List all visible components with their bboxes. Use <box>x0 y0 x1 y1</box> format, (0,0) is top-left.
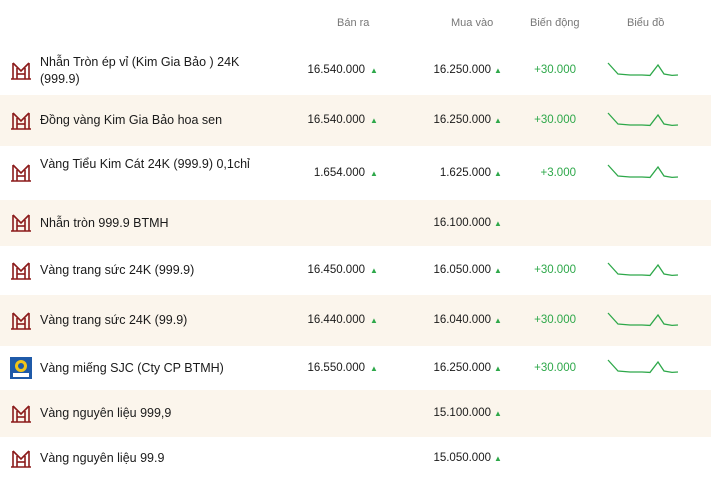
table-row[interactable]: Vàng nguyên liệu 999,9 15.100.000 ▲ <box>0 390 711 437</box>
buy-up-arrow-icon: ▲ <box>494 409 502 418</box>
sparkline-line <box>607 164 679 179</box>
table-row[interactable]: Vàng Tiểu Kim Cát 24K (999.9) 0,1chỉ 1.65… <box>0 146 711 200</box>
table-row[interactable]: Vàng trang sức 24K (999.9) 16.450.000 ▲ 16.… <box>0 246 711 295</box>
buy-up-arrow-icon: ▲ <box>494 454 502 463</box>
buy-up-arrow-icon: ▲ <box>494 168 502 178</box>
header-chart: Biểu đồ <box>627 17 665 29</box>
sell-up-arrow-icon: ▲ <box>370 316 378 325</box>
sparkline-chart <box>607 312 679 326</box>
buy-up-arrow-icon: ▲ <box>494 66 502 75</box>
price-change: +30.000 <box>534 361 576 374</box>
sjc-logo-icon <box>10 357 32 379</box>
product-name: Vàng Tiểu Kim Cát 24K (999.9) 0,1chỉ <box>40 157 250 171</box>
sell-price: 16.450.000 <box>307 264 365 276</box>
sell-up-arrow-icon: ▲ <box>370 266 378 275</box>
product-name: Vàng nguyên liệu 99.9 <box>40 451 165 465</box>
sparkline-chart <box>607 112 679 126</box>
buy-price: 16.250.000 <box>433 361 491 374</box>
sell-price: 16.540.000 <box>307 114 365 126</box>
header-buy: Mua vào <box>451 17 494 29</box>
product-name: Đồng vàng Kim Gia Bảo hoa sen <box>40 113 223 127</box>
buy-up-arrow-icon: ▲ <box>494 363 502 373</box>
sell-up-arrow-icon: ▲ <box>370 168 378 178</box>
sell-price: 16.440.000 <box>307 314 365 326</box>
sparkline-chart <box>607 262 679 276</box>
product-name: Vàng trang sức 24K (999.9) <box>40 263 195 277</box>
btmh-logo-icon <box>11 261 31 280</box>
price-change: +30.000 <box>534 64 576 76</box>
btmh-logo-icon <box>11 61 31 80</box>
header-change: Biến động <box>530 17 580 29</box>
buy-price: 15.050.000 <box>433 452 491 464</box>
table-row[interactable]: Nhẫn Tròn ép vỉ (Kim Gia Bảo ) 24K (999.… <box>0 46 711 95</box>
product-name: Vàng trang sức 24K (99.9) <box>40 313 188 327</box>
buy-price: 16.250.000 <box>433 64 491 76</box>
product-name: Nhẫn tròn 999.9 BTMH <box>40 215 169 230</box>
sell-price: 1.654.000 <box>313 166 365 179</box>
sell-price: 16.550.000 <box>307 361 365 374</box>
price-change: +30.000 <box>534 114 576 126</box>
sparkline-line <box>607 312 679 326</box>
sparkline-line <box>607 262 679 276</box>
btmh-logo-icon <box>11 449 31 468</box>
buy-price: 16.100.000 <box>433 216 491 229</box>
buy-price: 16.250.000 <box>433 114 491 126</box>
buy-up-arrow-icon: ▲ <box>494 316 502 325</box>
header-sell: Bán ra <box>337 17 370 29</box>
btmh-logo-icon <box>11 404 31 423</box>
buy-up-arrow-icon: ▲ <box>494 116 502 125</box>
table-row[interactable]: Nhẫn tròn 999.9 BTMH 16.100.000 ▲ <box>0 200 711 246</box>
table-header: Bán ra Mua vào Biến động Biểu đồ <box>0 0 711 46</box>
table-row[interactable]: Vàng miếng SJC (Cty CP BTMH) 16.550.000 ▲ 1… <box>0 346 711 390</box>
sell-price: 16.540.000 <box>307 64 365 76</box>
product-name: Vàng nguyên liệu 999,9 <box>40 406 172 420</box>
table-row[interactable]: Vàng trang sức 24K (99.9) 16.440.000 ▲ 16.0… <box>0 295 711 346</box>
table-row[interactable]: Vàng nguyên liệu 99.9 15.050.000 ▲ <box>0 437 711 480</box>
sell-up-arrow-icon: ▲ <box>370 116 378 125</box>
product-name: Vàng miếng SJC (Cty CP BTMH) <box>40 360 224 375</box>
buy-price: 16.040.000 <box>433 314 491 326</box>
btmh-logo-icon <box>11 111 31 130</box>
sparkline-line <box>607 112 679 126</box>
buy-price: 16.050.000 <box>433 264 491 276</box>
sparkline-line <box>607 62 679 76</box>
price-change: +3.000 <box>540 166 577 179</box>
sell-up-arrow-icon: ▲ <box>370 66 378 75</box>
buy-price: 15.100.000 <box>433 407 491 419</box>
sparkline-chart <box>607 164 679 179</box>
btmh-logo-icon <box>11 214 31 232</box>
buy-price: 1.625.000 <box>439 166 491 179</box>
buy-up-arrow-icon: ▲ <box>494 266 502 275</box>
buy-up-arrow-icon: ▲ <box>494 218 502 228</box>
price-change: +30.000 <box>534 314 576 326</box>
sparkline-chart <box>607 359 679 374</box>
product-name: Nhẫn Tròn ép vỉ (Kim Gia Bảo ) 24K (999.… <box>40 54 240 86</box>
btmh-logo-icon <box>11 164 31 182</box>
sell-up-arrow-icon: ▲ <box>370 363 378 373</box>
table-row[interactable]: Đồng vàng Kim Gia Bảo hoa sen 16.540.000 ▲… <box>0 95 711 146</box>
sparkline-chart <box>607 62 679 76</box>
btmh-logo-icon <box>11 311 31 330</box>
sparkline-line <box>607 359 679 374</box>
price-change: +30.000 <box>534 264 576 276</box>
